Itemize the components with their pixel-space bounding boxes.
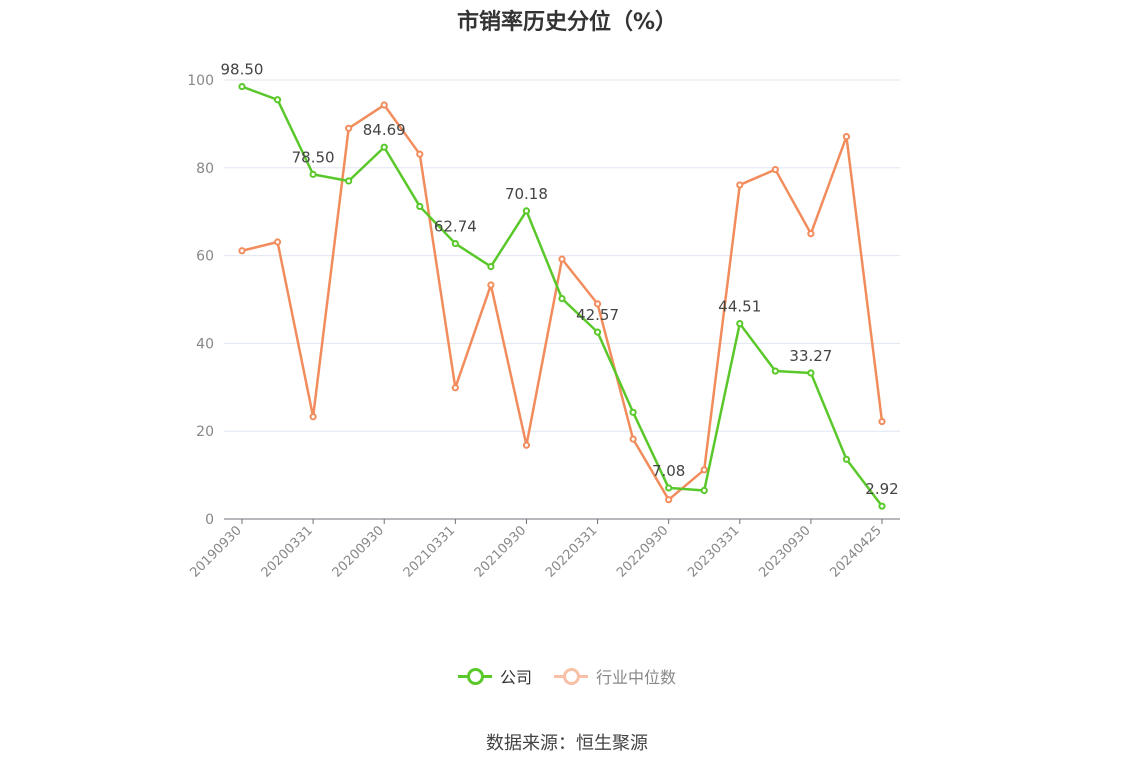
data-label: 42.57 (576, 306, 619, 324)
data-point-company (842, 455, 851, 463)
data-point-industry (558, 255, 566, 263)
data-point-company (345, 177, 353, 185)
data-point-company (593, 328, 602, 336)
legend: 公司 行业中位数 (0, 664, 1134, 688)
x-tick-label: 20240425 (827, 523, 884, 580)
x-tick-label: 20230930 (756, 523, 813, 580)
data-point-company (629, 408, 637, 416)
data-point-company (309, 170, 317, 178)
data-point-industry (238, 247, 246, 255)
data-point-industry (416, 150, 424, 158)
x-tick-label: 20220331 (543, 523, 600, 580)
data-point-industry (487, 281, 495, 289)
data-point-company (451, 239, 459, 248)
data-point-industry (878, 417, 886, 426)
y-tick-label: 60 (196, 249, 214, 265)
x-tick-label: 20200930 (330, 523, 387, 580)
data-label: 7.08 (652, 462, 685, 480)
data-point-company (558, 295, 566, 303)
legend-item-company[interactable]: 公司 (457, 664, 532, 688)
y-tick-label: 20 (196, 424, 214, 440)
data-point-company (273, 96, 282, 104)
data-point-company (700, 486, 708, 495)
data-point-company (416, 202, 424, 211)
x-tick-label: 20190930 (187, 523, 244, 580)
data-point-industry (700, 466, 708, 474)
data-label: 2.92 (865, 480, 898, 498)
x-tick-label: 20220930 (614, 523, 671, 580)
data-point-industry (807, 230, 815, 238)
x-tick-label: 20210331 (401, 523, 458, 580)
data-point-company (771, 367, 779, 375)
data-label: 84.69 (363, 121, 406, 139)
data-point-company (238, 82, 246, 91)
data-point-company (665, 484, 673, 492)
series-lines (238, 82, 886, 510)
legend-item-industry[interactable]: 行业中位数 (554, 664, 676, 688)
data-point-industry (451, 384, 459, 392)
x-tick-label: 20210930 (472, 523, 529, 580)
legend-swatch-company (457, 666, 492, 686)
data-label: 98.50 (221, 61, 264, 79)
legend-swatch-industry (554, 666, 588, 686)
legend-label-company: 公司 (499, 668, 532, 687)
data-point-industry (380, 101, 388, 109)
legend-label-industry: 行业中位数 (596, 668, 677, 687)
data-point-industry (522, 441, 531, 449)
data-point-industry (771, 165, 779, 174)
data-point-industry (345, 124, 353, 132)
data-point-industry (593, 300, 602, 308)
data-label: 78.50 (292, 148, 335, 166)
data-point-company (878, 502, 886, 510)
source-note: 数据来源：恒生聚源 (486, 733, 648, 754)
data-label: 70.18 (505, 185, 548, 203)
x-tick-label: 20230331 (685, 523, 742, 580)
data-point-company (522, 207, 531, 215)
y-tick-label: 0 (205, 512, 214, 528)
data-label: 44.51 (718, 298, 761, 316)
data-point-company (736, 320, 744, 328)
y-tick-label: 100 (187, 73, 214, 89)
y-tick-label: 40 (196, 336, 214, 352)
data-label: 62.74 (434, 218, 477, 236)
data-point-company (807, 369, 815, 377)
y-tick-label: 80 (196, 161, 214, 177)
data-point-industry (273, 238, 282, 246)
data-label: 33.27 (789, 347, 832, 365)
data-point-industry (629, 435, 637, 443)
data-point-industry (309, 413, 317, 421)
series-line-industry (241, 103, 884, 501)
data-point-industry (665, 496, 673, 504)
data-point-industry (842, 133, 851, 141)
x-tick-label: 20200331 (259, 523, 316, 580)
data-point-company (487, 262, 495, 271)
data-point-industry (736, 181, 744, 189)
data-point-company (380, 143, 388, 151)
chart-title: 市销率历史分位（%） (456, 10, 678, 35)
data-labels: 98.50 78.50 84.69 62.74 70.18 42.57 7.08 44.51 3… (221, 61, 899, 499)
